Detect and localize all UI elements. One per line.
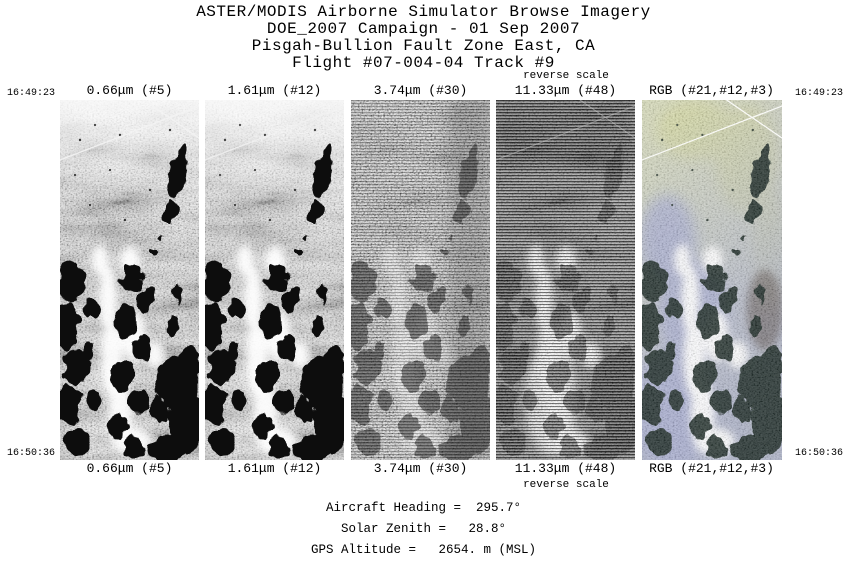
page-title: ASTER/MODIS Airborne Simulator Browse Im…	[196, 3, 651, 21]
band-image-11.33um	[496, 100, 635, 460]
band-image-1.61um	[205, 100, 344, 460]
reverse-scale-note-top: reverse scale	[523, 70, 609, 82]
band-label-top-0.66um: 0.66μm (#5)	[86, 83, 173, 98]
solar-zenith-line: Solar Zenith = 28.8°	[340, 522, 507, 536]
band-image-3.74um	[351, 100, 490, 460]
site-name-line: Pisgah-Bullion Fault Zone East, CA	[251, 37, 596, 55]
band-label-bottom-0.66um: 0.66μm (#5)	[86, 461, 173, 476]
band-label-top-11.33um: 11.33μm (#48)	[514, 83, 617, 98]
band-image-rgb	[642, 100, 782, 460]
band-label-top-3.74um: 3.74μm (#30)	[373, 83, 468, 98]
flight-track-line: Flight #07-004-04 Track #9	[292, 54, 555, 72]
band-label-top-rgb: RGB (#21,#12,#3)	[649, 83, 774, 98]
end-time-right: 16:50:36	[794, 448, 843, 459]
band-label-bottom-3.74um: 3.74μm (#30)	[373, 461, 468, 476]
band-label-bottom-rgb: RGB (#21,#12,#3)	[649, 461, 774, 476]
band-image-0.66um	[60, 100, 199, 460]
band-label-bottom-11.33um: 11.33μm (#48)	[514, 461, 617, 476]
start-time-right: 16:49:23	[794, 88, 843, 99]
band-label-top-1.61um: 1.61μm (#12)	[227, 83, 322, 98]
aircraft-heading-line: Aircraft Heading = 295.7°	[325, 501, 522, 515]
reverse-scale-note-bottom: reverse scale	[523, 479, 609, 491]
start-time-left: 16:49:23	[7, 88, 56, 99]
end-time-left: 16:50:36	[7, 448, 56, 459]
campaign-date-line: DOE_2007 Campaign - 01 Sep 2007	[266, 20, 581, 38]
band-label-bottom-1.61um: 1.61μm (#12)	[227, 461, 322, 476]
gps-altitude-line: GPS Altitude = 2654. m (MSL)	[310, 543, 537, 557]
